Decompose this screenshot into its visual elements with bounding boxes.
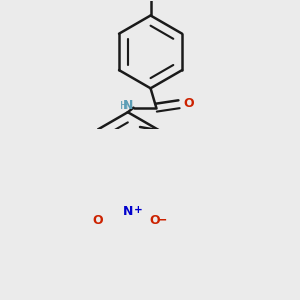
- Text: O: O: [93, 214, 104, 227]
- Text: O: O: [183, 97, 194, 110]
- Text: H: H: [119, 101, 128, 111]
- Text: N: N: [123, 99, 133, 112]
- Text: +: +: [134, 206, 143, 215]
- Text: −: −: [157, 214, 167, 227]
- Text: N: N: [123, 206, 133, 218]
- Text: O: O: [149, 214, 160, 227]
